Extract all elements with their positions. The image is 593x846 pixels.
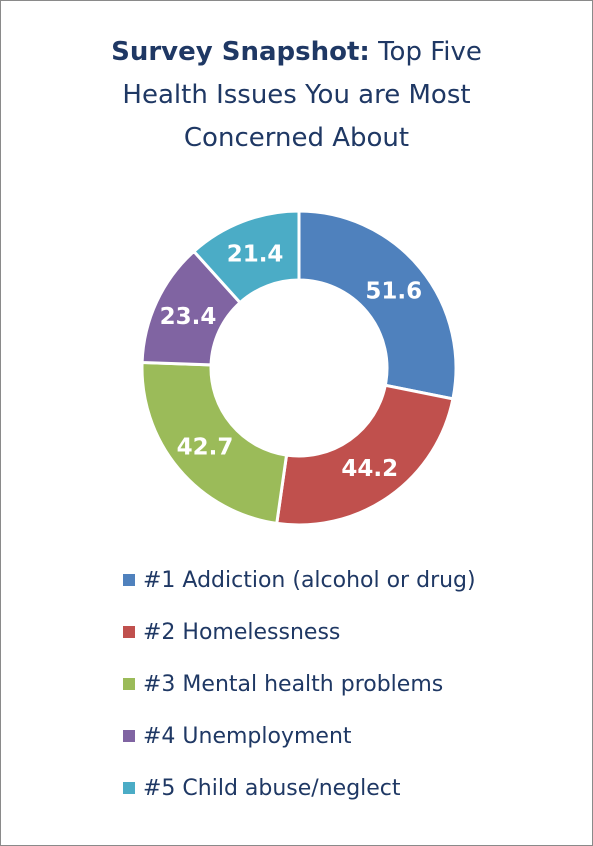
donut-slice-3 [140,360,289,526]
chart-legend: #1 Addiction (alcohol or drug) #2 Homeles… [123,567,476,827]
data-label-4: 23.4 [160,304,217,330]
legend-label: #4 Unemployment [143,723,352,749]
data-label-2: 44.2 [341,456,398,482]
legend-label: #3 Mental health problems [143,671,444,697]
data-label-3: 42.7 [177,435,234,461]
chart-title: Survey Snapshot: Top Five Health Issues … [41,31,552,160]
title-bold-part: Survey Snapshot: [111,37,370,67]
legend-swatch [123,730,135,742]
legend-label: #1 Addiction (alcohol or drug) [143,567,476,593]
donut-chart: 51.6 44.2 42.7 23.4 21.4 [140,209,458,527]
legend-item-4-unemployment: #4 Unemployment [123,723,476,749]
legend-item-1-addiction-alcohol-or-drug: #1 Addiction (alcohol or drug) [123,567,476,593]
legend-swatch [123,626,135,638]
legend-label: #5 Child abuse/neglect [143,775,401,801]
legend-swatch [123,678,135,690]
legend-label: #2 Homelessness [143,619,341,645]
donut-slice-2 [275,383,455,527]
data-label-1: 51.6 [365,278,422,304]
legend-swatch [123,574,135,586]
donut-slice-1 [297,209,458,401]
donut-slice-5 [191,209,301,305]
title-line3: Concerned About [183,123,410,153]
title-line1-rest: Top Five [378,37,482,67]
title-line2: Health Issues You are Most [122,80,471,110]
legend-item-3-mental-health-problems: #3 Mental health problems [123,671,476,697]
data-label-5: 21.4 [227,242,284,268]
legend-swatch [123,782,135,794]
legend-item-5-child-abuse-neglect: #5 Child abuse/neglect [123,775,476,801]
legend-item-2-homelessness: #2 Homelessness [123,619,476,645]
